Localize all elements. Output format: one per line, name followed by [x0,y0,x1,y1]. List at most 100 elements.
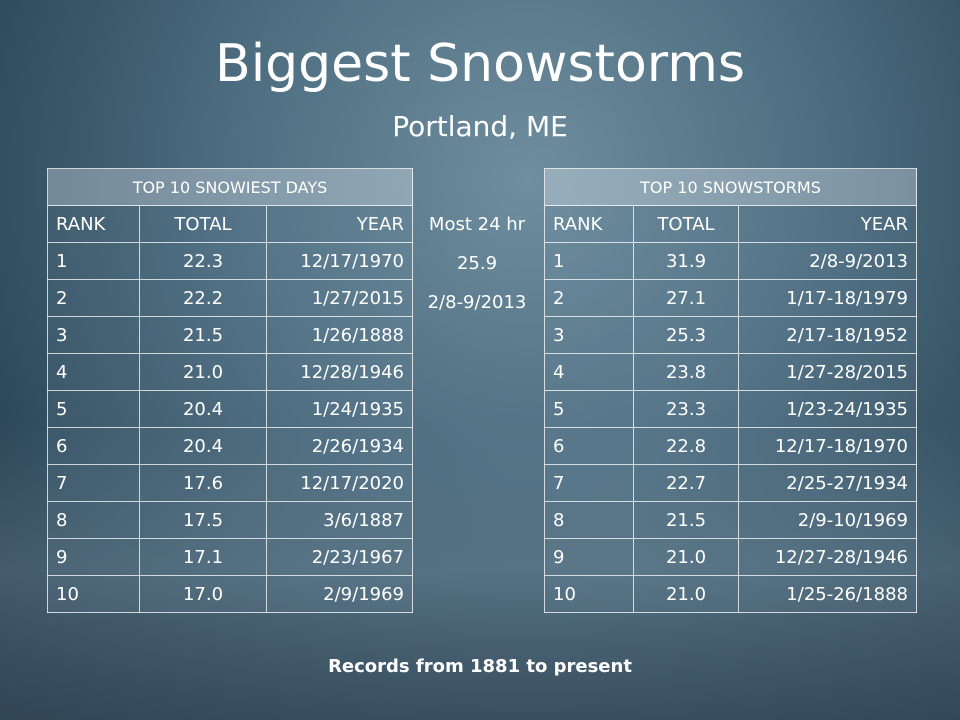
cell: 6 [47,427,140,465]
footer: Records from 1881 to present [328,656,632,677]
cell: 1/24/1935 [266,390,413,428]
cell: 4 [544,353,634,391]
cell: 8 [544,501,634,539]
most-24hr-date: 2/8-9/2013 [427,292,527,313]
row: 5 23.3 1/23-24/1935 [544,390,917,428]
header-cell: TOTAL [139,205,267,243]
row: 6 20.4 2/26/1934 [47,427,413,465]
cell: 2/9-10/1969 [738,501,917,539]
cell: 7 [544,464,634,502]
cell: 17.0 [139,575,267,613]
header-cell: TOTAL [633,205,739,243]
header-cell: YEAR [266,205,413,243]
cell: 23.8 [633,353,739,391]
table-title-row: TOP 10 SNOWSTORMS [544,168,917,206]
row: 6 22.8 12/17-18/1970 [544,427,917,465]
cell: 1 [544,242,634,280]
cell: 10 [544,575,634,613]
cell: 2/17-18/1952 [738,316,917,354]
row: 2 27.1 1/17-18/1979 [544,279,917,317]
row: 8 21.5 2/9-10/1969 [544,501,917,539]
cell: 1/27-28/2015 [738,353,917,391]
row: 10 17.0 2/9/1969 [47,575,413,613]
cell: 1/25-26/1888 [738,575,917,613]
row: 9 17.1 2/23/1967 [47,538,413,576]
header-cell: RANK [544,205,634,243]
cell: 2 [47,279,140,317]
table-title-row: TOP 10 SNOWIEST DAYS [47,168,413,206]
cell: 17.6 [139,464,267,502]
row: 8 17.5 3/6/1887 [47,501,413,539]
row: 1 22.3 12/17/1970 [47,242,413,280]
table: TOP 10 SNOWSTORMS RANK TOTAL YEAR 1 31.9 2/8-9… [544,168,917,613]
cell: 21.5 [633,501,739,539]
cell: 2/25-27/1934 [738,464,917,502]
cell: 6 [544,427,634,465]
cell: 22.2 [139,279,267,317]
row: 4 21.0 12/28/1946 [47,353,413,391]
cell: 31.9 [633,242,739,280]
table: TOP 10 SNOWIEST DAYS RANK TOTAL YEAR 1 22.3 12… [47,168,413,613]
cell: 20.4 [139,427,267,465]
table-title: TOP 10 SNOWSTORMS [544,168,917,206]
cell: 22.3 [139,242,267,280]
cell: 2 [544,279,634,317]
title: Biggest Snowstorms [215,34,745,94]
row: 1 31.9 2/8-9/2013 [544,242,917,280]
cell: 12/28/1946 [266,353,413,391]
cell: 21.0 [139,353,267,391]
row: 3 25.3 2/17-18/1952 [544,316,917,354]
subtitle: Portland, ME [392,110,568,143]
cell: 1/23-24/1935 [738,390,917,428]
cell: 17.1 [139,538,267,576]
row: 7 17.6 12/17/2020 [47,464,413,502]
most-24hr-label: Most 24 hr [428,214,526,235]
table-title: TOP 10 SNOWIEST DAYS [47,168,413,206]
cell: 12/17-18/1970 [738,427,917,465]
cell: 3/6/1887 [266,501,413,539]
cell: 2/8-9/2013 [738,242,917,280]
cell: 12/17/1970 [266,242,413,280]
cell: 1 [47,242,140,280]
cell: 2/23/1967 [266,538,413,576]
most-24hr-value: 25.9 [456,253,498,274]
cell: 21.0 [633,538,739,576]
header-cell: RANK [47,205,140,243]
cell: 9 [544,538,634,576]
cell: 2/9/1969 [266,575,413,613]
cell: 20.4 [139,390,267,428]
cell: 23.3 [633,390,739,428]
row: 5 20.4 1/24/1935 [47,390,413,428]
row: 9 21.0 12/27-28/1946 [544,538,917,576]
header-row: RANK TOTAL YEAR [47,205,413,243]
cell: 21.5 [139,316,267,354]
cell: 2/26/1934 [266,427,413,465]
row: 10 21.0 1/25-26/1888 [544,575,917,613]
cell: 4 [47,353,140,391]
header-cell: YEAR [738,205,917,243]
cell: 21.0 [633,575,739,613]
cell: 8 [47,501,140,539]
cell: 3 [47,316,140,354]
cell: 1/27/2015 [266,279,413,317]
row: 4 23.8 1/27-28/2015 [544,353,917,391]
cell: 12/27-28/1946 [738,538,917,576]
cell: 12/17/2020 [266,464,413,502]
cell: 25.3 [633,316,739,354]
cell: 10 [47,575,140,613]
cell: 5 [544,390,634,428]
cell: 7 [47,464,140,502]
cell: 27.1 [633,279,739,317]
cell: 17.5 [139,501,267,539]
row: 7 22.7 2/25-27/1934 [544,464,917,502]
cell: 22.7 [633,464,739,502]
cell: 9 [47,538,140,576]
cell: 22.8 [633,427,739,465]
row: 2 22.2 1/27/2015 [47,279,413,317]
cell: 1/26/1888 [266,316,413,354]
row: 3 21.5 1/26/1888 [47,316,413,354]
header-row: RANK TOTAL YEAR [544,205,917,243]
cell: 1/17-18/1979 [738,279,917,317]
cell: 3 [544,316,634,354]
